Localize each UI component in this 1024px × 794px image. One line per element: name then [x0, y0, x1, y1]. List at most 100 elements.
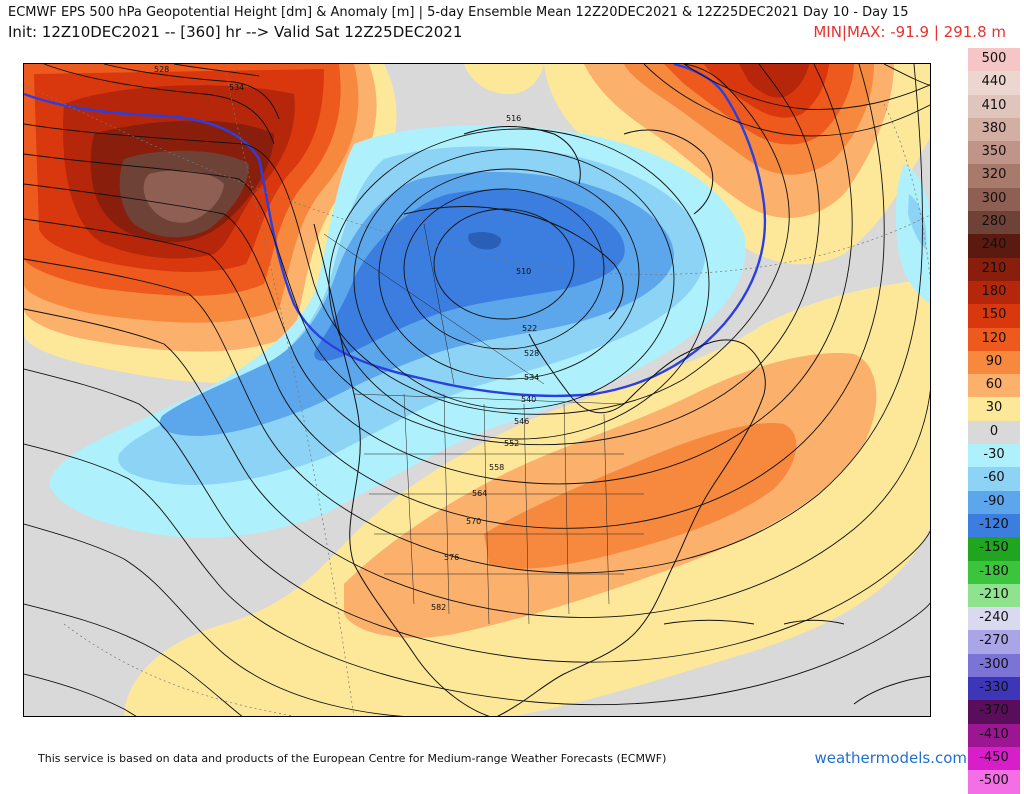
scale-row: 90 — [968, 350, 1020, 375]
scale-row: -300 — [968, 653, 1020, 678]
scale-label: -180 — [979, 563, 1009, 579]
scale-swatch — [968, 653, 1020, 678]
contour-label: 540 — [521, 395, 536, 404]
scale-row: 120 — [968, 327, 1020, 351]
scale-swatch — [968, 630, 1020, 654]
scale-row: 180 — [968, 280, 1020, 305]
scale-swatch — [968, 304, 1020, 328]
map-title: ECMWF EPS 500 hPa Geopotential Height [d… — [8, 5, 909, 20]
scale-swatch — [968, 71, 1020, 95]
state-borders — [323, 223, 644, 625]
scale-swatch — [968, 187, 1020, 212]
scale-label: -450 — [979, 749, 1009, 765]
scale-label: 30 — [985, 400, 1003, 416]
scale-row: -30 — [968, 444, 1020, 468]
scale-swatch — [968, 211, 1020, 235]
scale-label: -150 — [979, 540, 1009, 556]
scale-swatch — [968, 350, 1020, 375]
scale-label: 320 — [981, 167, 1007, 183]
arctic-warm-patch — [464, 64, 544, 95]
scale-row: 500 — [968, 48, 1020, 72]
scale-row: -270 — [968, 630, 1020, 654]
contour-label: 564 — [472, 489, 487, 498]
scale-row: 30 — [968, 397, 1020, 421]
scale-swatch — [968, 607, 1020, 631]
scale-row: 150 — [968, 304, 1020, 328]
scale-label: 120 — [981, 330, 1007, 346]
us-ridge-anomaly — [124, 279, 930, 716]
scale-swatch — [968, 257, 1020, 281]
scale-label: -410 — [979, 726, 1009, 742]
contour-label: 576 — [444, 553, 459, 562]
scale-row: -240 — [968, 607, 1020, 631]
contour-label: 528 — [524, 349, 539, 358]
scale-row: 280 — [968, 211, 1020, 235]
scale-swatch — [968, 444, 1020, 468]
scale-label: 440 — [981, 74, 1007, 90]
scale-label: -210 — [979, 586, 1009, 602]
pacific-ridge-anomaly — [24, 64, 397, 383]
scale-row: 240 — [968, 234, 1020, 258]
scale-label: 280 — [981, 214, 1007, 230]
scale-row: -60 — [968, 467, 1020, 491]
scale-swatch — [968, 467, 1020, 491]
scale-swatch — [968, 397, 1020, 421]
anomaly-map: 528 534 516 510 522 528 534 540 546 552 … — [23, 63, 931, 717]
scale-swatch — [968, 327, 1020, 351]
contour-label: 582 — [431, 603, 446, 612]
coastlines — [313, 126, 930, 716]
brand-link[interactable]: weathermodels.com — [814, 749, 967, 767]
scale-label: -330 — [979, 680, 1009, 696]
scale-row: 410 — [968, 94, 1020, 118]
contour-label: 534 — [524, 373, 539, 382]
scale-row: 0 — [968, 420, 1020, 445]
scale-swatch — [968, 164, 1020, 188]
scale-swatch — [968, 141, 1020, 165]
scale-row: -120 — [968, 513, 1020, 538]
atlantic-ridge-anomaly — [544, 64, 930, 265]
scale-swatch — [968, 723, 1020, 747]
graticule — [24, 64, 930, 716]
canada-trough-anomaly — [49, 125, 746, 538]
contour-label: 516 — [506, 114, 521, 123]
contour-label: 522 — [522, 324, 537, 333]
scale-swatch — [968, 560, 1020, 584]
scale-label: -370 — [979, 703, 1009, 719]
scale-label: -90 — [983, 493, 1005, 509]
scale-swatch — [968, 234, 1020, 258]
scale-label: -30 — [983, 447, 1005, 463]
scale-swatch — [968, 280, 1020, 305]
scale-row: 300 — [968, 187, 1020, 212]
contour-label: 546 — [514, 417, 529, 426]
contour-label: 534 — [229, 83, 244, 92]
scale-row: 60 — [968, 374, 1020, 398]
scale-row: -450 — [968, 746, 1020, 771]
height-540-contour — [24, 64, 767, 398]
scale-label: -120 — [979, 516, 1009, 532]
scale-label: 240 — [981, 237, 1007, 253]
contour-label: 558 — [489, 463, 504, 472]
scale-label: 180 — [981, 283, 1007, 299]
scale-row: 380 — [968, 117, 1020, 142]
scale-row: 440 — [968, 71, 1020, 95]
min-max-readout: MIN|MAX: -91.9 | 291.8 m — [813, 23, 1006, 41]
scale-swatch — [968, 700, 1020, 724]
scale-row: -90 — [968, 490, 1020, 514]
ecmwf-attribution: This service is based on data and produc… — [38, 752, 667, 765]
scale-label: -240 — [979, 610, 1009, 626]
scale-row: -370 — [968, 700, 1020, 724]
scale-label: 210 — [981, 260, 1007, 276]
scale-swatch — [968, 94, 1020, 118]
scale-swatch — [968, 48, 1020, 72]
scale-row: 350 — [968, 141, 1020, 165]
scale-swatch — [968, 490, 1020, 514]
scale-swatch — [968, 537, 1020, 561]
contour-label: 510 — [516, 267, 531, 276]
scale-row: 210 — [968, 257, 1020, 281]
scale-row: -180 — [968, 560, 1020, 584]
scale-label: -500 — [979, 773, 1009, 789]
scale-swatch — [968, 374, 1020, 398]
scale-row: -500 — [968, 770, 1020, 794]
scale-swatch — [968, 746, 1020, 771]
scale-row: -410 — [968, 723, 1020, 747]
